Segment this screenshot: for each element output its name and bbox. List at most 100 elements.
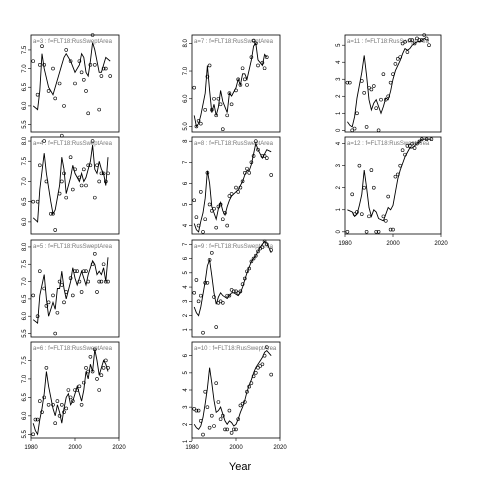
data-point	[264, 156, 269, 160]
panel-frame	[344, 136, 442, 235]
y-tick-label: 5	[183, 371, 189, 375]
data-point	[51, 293, 55, 298]
data-point	[192, 85, 196, 90]
data-point	[376, 229, 381, 234]
data-point	[225, 113, 229, 118]
data-point	[101, 66, 106, 71]
data-point	[46, 89, 51, 93]
data-point	[216, 204, 221, 209]
data-point	[245, 389, 249, 394]
data-point	[254, 41, 258, 46]
panel-title: a=8 : f=FLT18:RusSweptArea	[194, 141, 274, 147]
y-tick-label: 5.5	[22, 429, 28, 438]
data-point	[419, 137, 424, 142]
fit-line	[193, 240, 272, 317]
data-point	[381, 72, 386, 76]
data-point	[238, 403, 243, 408]
data-point	[243, 276, 247, 281]
data-point	[42, 286, 47, 291]
data-point	[256, 249, 260, 254]
data-point	[77, 279, 82, 284]
data-point	[77, 59, 82, 63]
panel-7: a=9 : f=FLT18:RusSweptArea 1 2 3 4 5 6 7	[183, 239, 281, 338]
data-point	[42, 139, 47, 143]
data-point	[205, 280, 210, 285]
data-point	[234, 185, 238, 190]
data-point	[229, 431, 234, 435]
data-point	[196, 223, 201, 228]
data-point	[225, 223, 229, 228]
data-point	[369, 87, 374, 92]
fit-line	[347, 37, 429, 128]
data-point	[264, 242, 269, 247]
data-point	[407, 144, 412, 148]
data-point	[225, 293, 229, 298]
data-point	[254, 371, 258, 375]
data-point	[201, 330, 205, 335]
data-point	[403, 40, 407, 44]
panel-frame	[191, 239, 281, 338]
panel-1: a=3 : f=FLT18:RusSweptArea 5.5 6.0 6.5 7.0 7.…	[22, 33, 120, 138]
y-tick-label: 7.5	[22, 356, 28, 365]
y-tick-label: 6.5	[22, 294, 28, 303]
data-point	[386, 194, 391, 199]
y-tick-label: 6	[183, 181, 189, 185]
data-point	[221, 300, 225, 305]
data-point	[90, 262, 95, 267]
data-point	[207, 63, 212, 68]
data-point	[264, 345, 269, 349]
data-point	[210, 251, 214, 255]
data-point	[42, 63, 47, 67]
data-point	[210, 209, 214, 213]
data-point	[234, 427, 238, 432]
y-tick-label: 6.0	[22, 101, 28, 110]
data-point	[196, 119, 201, 123]
data-point	[207, 258, 212, 262]
data-point	[93, 252, 97, 256]
data-point	[48, 211, 53, 216]
data-point	[383, 218, 388, 223]
data-point	[260, 362, 265, 367]
data-point	[51, 402, 55, 407]
data-point	[108, 74, 112, 78]
data-point	[201, 432, 205, 437]
y-tick-label: 7.5	[22, 45, 28, 54]
data-point	[357, 163, 362, 168]
data-point	[46, 300, 51, 305]
data-point	[205, 74, 210, 79]
data-point	[260, 154, 265, 158]
y-tick-label: 7.0	[22, 277, 28, 286]
data-point	[68, 276, 73, 280]
data-point	[269, 372, 274, 377]
data-point	[64, 195, 68, 200]
data-point	[205, 171, 210, 175]
data-point	[212, 424, 216, 428]
y-tick-label: 0	[336, 229, 342, 233]
data-point	[53, 421, 58, 426]
data-point	[101, 171, 106, 176]
data-point	[35, 417, 40, 422]
x-tick-label: 1980	[24, 445, 38, 451]
y-tick-label: 2	[336, 94, 342, 98]
data-point	[417, 139, 422, 144]
data-point	[88, 354, 93, 359]
data-point	[101, 262, 106, 267]
data-point	[216, 96, 221, 101]
data-point	[214, 113, 218, 118]
data-point	[232, 289, 236, 294]
data-point	[79, 183, 84, 188]
data-point	[86, 279, 90, 284]
data-point	[212, 206, 216, 211]
data-point	[388, 227, 393, 232]
data-point	[84, 366, 88, 370]
data-point	[240, 179, 245, 184]
y-tick-label: 3	[183, 405, 189, 409]
data-point	[223, 211, 227, 215]
data-point	[196, 299, 201, 304]
y-tick-label: 1	[336, 207, 342, 211]
data-point	[262, 154, 267, 158]
fit-line	[32, 349, 109, 436]
y-tick-label: 4	[183, 388, 189, 392]
y-tick-label: 5.5	[22, 120, 28, 129]
data-point	[93, 195, 97, 200]
